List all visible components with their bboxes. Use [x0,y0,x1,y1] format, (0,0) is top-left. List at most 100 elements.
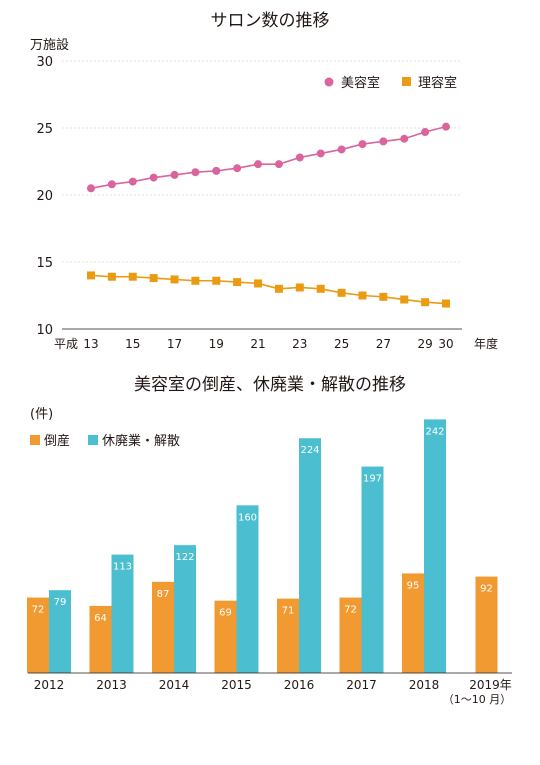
closure-bar-chart: 美容室の倒産、休廃業・解散の推移 (件) 倒産 休廃業・解散 72 79 64 113… [27,375,512,706]
chart1-x-ticks: 13 15 17 19 21 23 25 27 29 30 [83,337,453,351]
data-point-barber [128,272,137,281]
x-tick-label-2015: 2015 [221,678,252,692]
x-tick-label-29: 29 [417,337,432,351]
data-point-beauty-salon [358,140,367,149]
chart2-y-unit: (件) [30,407,53,422]
chart1-series [87,122,450,308]
chart1-y-unit: 万施設 [30,37,69,53]
data-point-barber [233,278,242,287]
bar-value-label-closure-2017: 197 [363,474,382,485]
data-point-barber [87,271,95,280]
legend-label-closure: 休廃業・解散 [102,433,180,449]
bar-value-label-bankruptcy-2012: 72 [32,605,45,616]
legend-marker-bankruptcy [30,435,40,445]
x-tick-label-2017: 2017 [346,678,377,692]
x-tick-label-2019年: 2019年 [469,678,512,692]
bar-closure-2015 [236,505,259,673]
data-point-beauty-salon [87,184,95,193]
x-tick-label-2014: 2014 [159,678,190,692]
legend-label-bankruptcy: 倒産 [44,433,70,449]
data-point-beauty-salon [107,180,116,189]
legend-marker-barber [402,77,411,86]
bar-value-label-bankruptcy-2018: 95 [407,580,420,591]
legend-marker-beauty-salon [324,77,334,87]
chart1-gridlines [62,60,462,330]
chart1-title: サロン数の推移 [211,11,330,31]
data-point-beauty-salon [128,177,137,186]
bar-value-label-closure-2015: 160 [238,512,257,523]
bar-bankruptcy-2018 [402,573,424,673]
data-point-beauty-salon [254,160,263,169]
x-tick-label-23: 23 [292,337,307,351]
data-point-beauty-salon [295,153,304,162]
data-point-beauty-salon [212,166,221,175]
data-point-barber [254,279,263,288]
data-point-barber [379,292,388,301]
chart2-title: 美容室の倒産、休廃業・解散の推移 [134,375,406,395]
chart2-x-ticks: 2012 2013 2014 2015 2016 2017 2018 2019年 [34,678,512,692]
x-tick-label-2012: 2012 [34,678,65,692]
bar-closure-2016 [299,438,321,673]
bar-bankruptcy-2016 [277,598,299,673]
bar-value-label-bankruptcy-2016: 71 [282,606,295,617]
data-point-barber [316,284,325,293]
bar-closure-2014 [174,545,196,673]
y-tick-label-10: 10 [36,323,53,338]
bar-bankruptcy-2019年 [475,576,498,673]
x-tick-label-19: 19 [209,337,224,351]
chart1-legend: 美容室 理容室 [324,75,457,91]
data-point-barber [358,291,367,300]
data-point-beauty-salon [274,160,283,169]
y-tick-label-15: 15 [36,256,53,271]
chart1-y-ticks: 10 15 20 25 30 [36,55,53,338]
x-tick-label-27: 27 [376,337,391,351]
chart2-bars: 72 79 64 113 87 122 69 160 71 224 72 197 95 242 92 [27,419,498,673]
series-line-barber [90,274,447,305]
bar-value-label-bankruptcy-2013: 64 [94,613,107,624]
x-tick-label-25: 25 [334,337,349,351]
bar-bankruptcy-2012 [27,597,49,673]
bar-value-label-closure-2018: 242 [425,426,444,437]
bar-closure-2017 [361,466,384,673]
bar-closure-2018 [424,419,446,673]
salon-count-line-chart: サロン数の推移 万施設 10 15 20 25 30 13 15 17 19 21 23 25 27 2… [30,11,498,351]
bar-bankruptcy-2014 [152,581,174,673]
x-tick-label-15: 15 [125,337,140,351]
legend-label-barber: 理容室 [418,75,457,91]
bar-bankruptcy-2013 [89,605,112,673]
x-tick-label-2016: 2016 [284,678,315,692]
data-point-barber [191,276,200,285]
x-tick-label-2018: 2018 [409,678,440,692]
data-point-barber [421,298,430,307]
data-point-barber [442,299,450,308]
data-point-barber [149,274,158,283]
x-tick-label-13: 13 [83,337,98,351]
bar-closure-2013 [111,554,134,673]
chart2-category-note: （1〜10 月） [443,693,512,706]
bar-closure-2012 [49,590,71,673]
data-point-beauty-salon [316,149,325,158]
data-point-beauty-salon [233,164,242,173]
data-point-beauty-salon [379,137,388,146]
series-line-beauty-salon [90,125,447,190]
data-point-beauty-salon [149,173,158,182]
data-point-beauty-salon [421,128,430,137]
data-point-barber [295,283,304,292]
data-point-beauty-salon [170,170,179,179]
bar-value-label-bankruptcy-2015: 69 [219,608,232,619]
bar-value-label-closure-2013: 113 [113,562,132,573]
chart1-x-unit: 年度 [474,336,498,351]
chart2-legend: 倒産 休廃業・解散 [30,433,180,449]
chart1-era-label: 平成 [54,337,78,351]
x-tick-label-30: 30 [438,337,453,351]
data-point-barber [337,288,346,297]
bar-value-label-closure-2016: 224 [300,445,319,456]
x-tick-label-2013: 2013 [96,678,127,692]
y-tick-label-20: 20 [36,189,53,204]
data-point-barber [400,295,409,304]
x-tick-label-17: 17 [167,337,182,351]
data-point-barber [107,272,116,281]
data-point-barber [170,275,179,284]
bar-value-label-closure-2014: 122 [175,552,194,563]
bar-value-label-bankruptcy-2014: 87 [157,589,170,600]
